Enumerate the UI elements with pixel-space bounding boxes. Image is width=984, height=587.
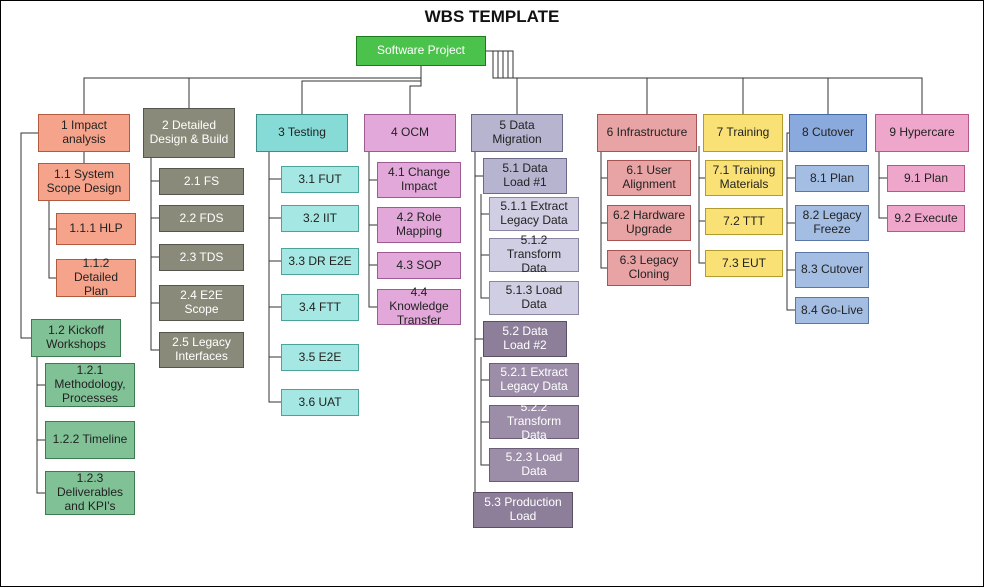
wbs-node-c8: 8 Cutover: [789, 114, 867, 152]
wbs-node-n24: 2.4 E2E Scope: [159, 285, 244, 321]
wbs-node-n121: 1.2.1 Methodology, Processes: [45, 363, 135, 407]
wbs-node-c1: 1 Impact analysis: [38, 114, 130, 152]
wbs-node-n22: 2.2 FDS: [159, 205, 244, 232]
connector-line: [475, 133, 483, 339]
wbs-node-n21: 2.1 FS: [159, 168, 244, 195]
connector-line: [486, 51, 647, 114]
connector-line: [37, 357, 45, 440]
wbs-node-n513: 5.1.3 Load Data: [489, 281, 579, 315]
connector-line: [49, 201, 56, 278]
wbs-node-n511: 5.1.1 Extract Legacy Data: [489, 197, 579, 231]
connector-line: [84, 66, 421, 114]
connector-line: [486, 51, 922, 114]
connector-line: [269, 133, 281, 261]
wbs-node-n81: 8.1 Plan: [795, 165, 869, 192]
connector-line: [486, 51, 743, 114]
connector-line: [481, 194, 489, 214]
wbs-node-n12: 1.2 Kickoff Workshops: [31, 319, 121, 357]
wbs-node-n36: 3.6 UAT: [281, 389, 359, 416]
wbs-node-n33: 3.3 DR E2E: [281, 248, 359, 275]
connector-line: [481, 357, 489, 380]
connector-line: [473, 133, 475, 510]
connector-line: [787, 146, 795, 223]
connector-line: [879, 146, 887, 218]
wbs-node-c3: 3 Testing: [256, 114, 348, 152]
wbs-node-n23: 2.3 TDS: [159, 244, 244, 271]
wbs-node-n52: 5.2 Data Load #2: [483, 321, 567, 357]
wbs-node-c5: 5 Data Migration: [471, 114, 563, 152]
wbs-node-n91: 9.1 Plan: [887, 165, 965, 192]
wbs-node-n73: 7.3 EUT: [705, 250, 783, 277]
wbs-node-n25: 2.5 Legacy Interfaces: [159, 332, 244, 368]
connector-line: [787, 146, 795, 270]
connector-line: [189, 66, 421, 108]
wbs-node-c2: 2 Detailed Design & Build: [143, 108, 235, 158]
wbs-node-n43: 4.3 SOP: [377, 252, 461, 279]
connector-line: [481, 194, 489, 255]
connector-line: [269, 133, 281, 307]
connector-line: [481, 194, 489, 298]
wbs-node-n53: 5.3 Production Load: [473, 492, 573, 528]
wbs-node-n521: 5.2.1 Extract Legacy Data: [489, 363, 579, 397]
wbs-node-n42: 4.2 Role Mapping: [377, 207, 461, 243]
wbs-node-n123: 1.2.3 Deliverables and KPI's: [45, 471, 135, 515]
connector-line: [269, 133, 281, 357]
connector-line: [486, 51, 828, 114]
wbs-node-n122: 1.2.2 Timeline: [45, 421, 135, 459]
connector-line: [151, 133, 159, 303]
wbs-node-n82: 8.2 Legacy Freeze: [795, 205, 869, 241]
wbs-node-c9: 9 Hypercare: [875, 114, 969, 152]
wbs-node-n63: 6.3 Legacy Cloning: [607, 250, 691, 286]
connector-line: [481, 357, 489, 465]
wbs-node-n84: 8.4 Go-Live: [795, 297, 869, 324]
wbs-node-n41: 4.1 Change Impact: [377, 162, 461, 198]
wbs-node-n111: 1.1.1 HLP: [56, 213, 136, 245]
connector-line: [410, 66, 421, 114]
connector-line: [481, 357, 489, 422]
connector-line: [486, 51, 517, 114]
wbs-node-root: Software Project: [356, 36, 486, 66]
wbs-node-n62: 6.2 Hardware Upgrade: [607, 205, 691, 241]
wbs-node-n523: 5.2.3 Load Data: [489, 448, 579, 482]
connector-line: [21, 133, 38, 338]
wbs-node-n512: 5.1.2 Transform Data: [489, 238, 579, 272]
wbs-node-c6: 6 Infrastructure: [597, 114, 697, 152]
wbs-node-n35: 3.5 E2E: [281, 344, 359, 371]
wbs-node-n61: 6.1 User Alignment: [607, 160, 691, 196]
wbs-node-n522: 5.2.2 Transform Data: [489, 405, 579, 439]
wbs-node-c7: 7 Training: [703, 114, 783, 152]
wbs-node-n44: 4.4 Knowledge Transfer: [377, 289, 461, 325]
wbs-node-n11: 1.1 System Scope Design: [38, 163, 130, 201]
connector-line: [302, 66, 421, 114]
connector-line: [601, 133, 607, 268]
connector-line: [151, 133, 159, 350]
wbs-node-n32: 3.2 IIT: [281, 205, 359, 232]
connector-line: [369, 133, 377, 265]
wbs-node-n31: 3.1 FUT: [281, 166, 359, 193]
wbs-node-c4: 4 OCM: [364, 114, 456, 152]
wbs-node-n51: 5.1 Data Load #1: [483, 158, 567, 194]
wbs-node-n92: 9.2 Execute: [887, 205, 965, 232]
connector-line: [37, 357, 45, 493]
connector-line: [49, 201, 56, 229]
diagram-canvas: WBS TEMPLATE Software Project 1 Impact an…: [0, 0, 984, 587]
wbs-node-n71: 7.1 Training Materials: [705, 160, 783, 196]
connector-line: [787, 146, 795, 310]
wbs-node-n83: 8.3 Cutover: [795, 252, 869, 288]
wbs-node-n112: 1.1.2 Detailed Plan: [56, 259, 136, 297]
wbs-node-n72: 7.2 TTT: [705, 208, 783, 235]
connector-line: [269, 133, 281, 402]
connector-line: [369, 133, 377, 307]
wbs-node-n34: 3.4 FTT: [281, 294, 359, 321]
connector-line: [37, 357, 45, 385]
diagram-title: WBS TEMPLATE: [1, 7, 983, 27]
